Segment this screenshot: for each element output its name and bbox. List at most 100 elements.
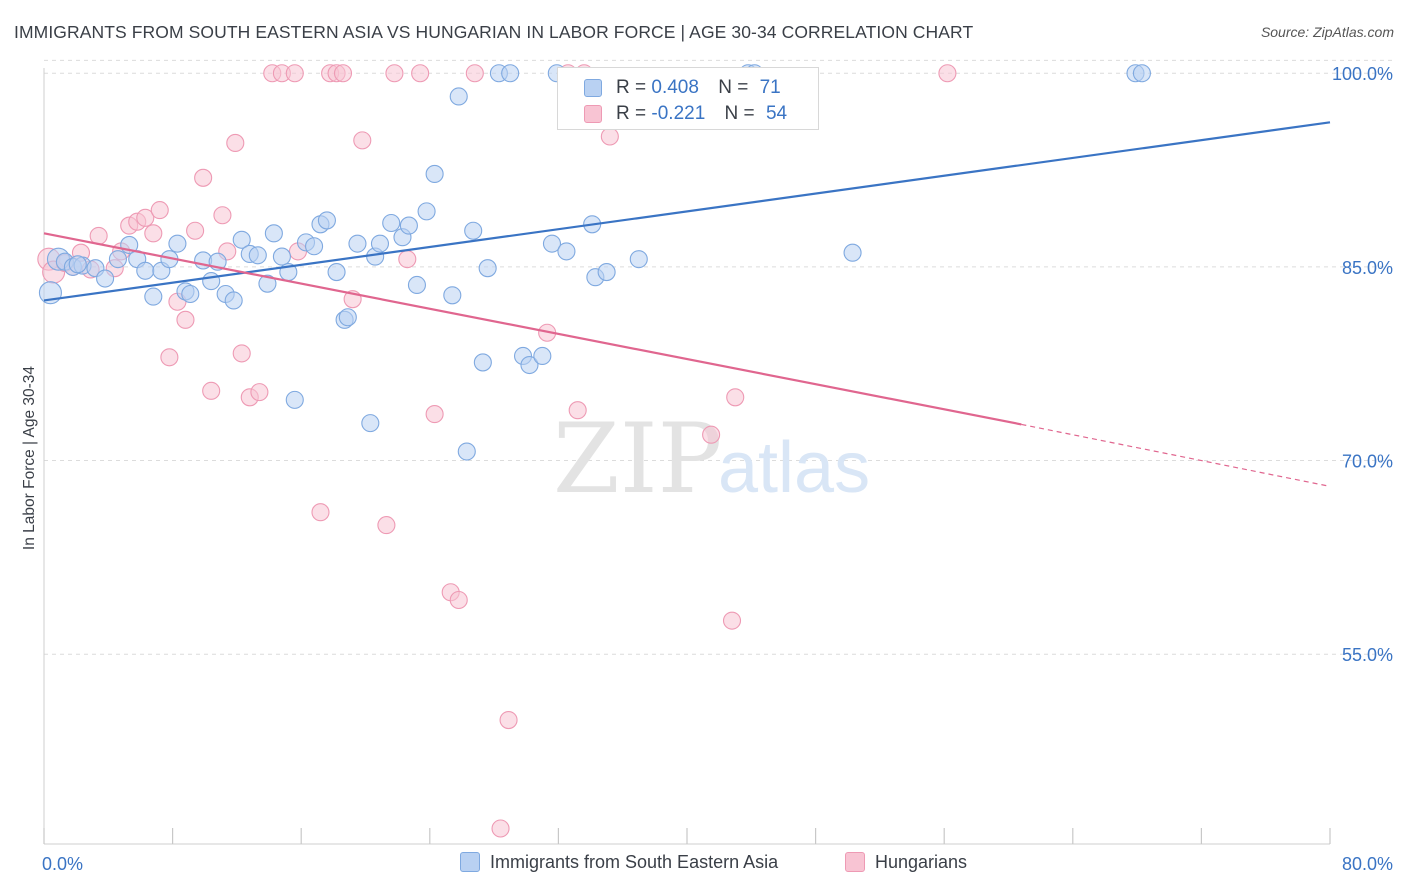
hungarians-point [333, 64, 353, 83]
sea-immigrants-point [501, 64, 520, 83]
sea-immigrants-point [597, 263, 616, 282]
hungarians-point [285, 64, 304, 83]
bottom-legend-label-pink: Hungarians [875, 852, 968, 872]
watermark-atlas: atlas [718, 428, 870, 508]
hungarians-point [202, 381, 221, 400]
correlation-legend: R = 0.408 N = 71 R = -0.221 N = 54 [557, 67, 819, 130]
legend-r-value: -0.221 [651, 103, 706, 124]
hungarians-point [499, 711, 518, 730]
hungarians-point [702, 425, 721, 444]
hungarians-point [385, 64, 404, 83]
tick-labels: 55.0% 70.0% 85.0% 100.0% 0.0% 80.0% [42, 64, 1393, 874]
sea-immigrants-point [361, 414, 380, 433]
axes [43, 68, 1331, 845]
y-tick-label: 100.0% [1332, 64, 1393, 84]
sea-immigrants-point [136, 261, 155, 280]
sea-immigrants-point [317, 211, 336, 230]
sea-immigrants-point [327, 263, 346, 282]
chart-title: IMMIGRANTS FROM SOUTH EASTERN ASIA VS HU… [14, 22, 974, 42]
sea-immigrants-point [338, 308, 357, 327]
hungarians-point [136, 208, 155, 227]
sea-immigrants-point [533, 346, 552, 366]
hungarians-point [160, 348, 179, 367]
hungarians-point [250, 383, 269, 402]
x-tick-label: 0.0% [42, 854, 83, 874]
sea-immigrants-point [1132, 64, 1151, 83]
sea-immigrants-point [843, 243, 862, 262]
sea-immigrants-point [272, 247, 291, 266]
sea-immigrants-point [443, 286, 462, 305]
sea-immigrants-point [557, 242, 576, 261]
bottom-legend-sea: Immigrants from South Eastern Asia [460, 852, 778, 873]
sea-immigrants-point [370, 234, 390, 253]
sea-immigrants-point [285, 390, 304, 409]
sea-immigrants-point [68, 255, 87, 274]
y-tick-label: 85.0% [1342, 258, 1393, 278]
trend-lines [43, 121, 1331, 487]
sea-immigrants-point [108, 250, 127, 269]
sea-immigrants-point [248, 246, 267, 265]
bottom-legend-hungarians: Hungarians [845, 852, 967, 873]
hungarians-point [232, 344, 251, 363]
sea-immigrants-point [473, 353, 492, 372]
y-axis-label: In Labor Force | Age 30-34 [21, 365, 38, 551]
watermark: ZIP atlas [553, 403, 870, 515]
sea-immigrants-point [478, 259, 497, 278]
legend-swatch-blue [584, 79, 602, 97]
sea-immigrants-point [202, 272, 221, 291]
sea-immigrants-point [96, 269, 115, 288]
sea-immigrants-point [464, 221, 483, 240]
hungarians-point [465, 64, 484, 83]
sea-immigrants-point [425, 164, 444, 183]
sea-immigrants-point [168, 234, 187, 253]
hungarians-point [150, 201, 169, 220]
hungarians-point [600, 127, 619, 146]
sea-immigrants-point [542, 234, 562, 253]
legend-n-value: 54 [765, 103, 788, 124]
sea-immigrants-point [258, 274, 277, 293]
hungarians-trend-line [43, 232, 1022, 426]
hungarians-point [938, 64, 957, 83]
legend-n-value: 71 [759, 77, 781, 98]
legend-n-label: N = [718, 77, 749, 98]
hungarians-point [377, 516, 396, 535]
legend-r-label: R = [616, 77, 647, 98]
hungarians-point [176, 310, 195, 329]
legend-n-label: N = [724, 103, 755, 124]
hungarians-point [726, 388, 745, 407]
legend-row-blue: R = 0.408 N = 71 [584, 77, 781, 99]
hungarians-point [144, 224, 163, 243]
legend-r-label: R = [616, 103, 647, 124]
hungarians-point [311, 503, 330, 522]
sea-immigrants-point [264, 224, 283, 243]
hungarians-trend-extension [1021, 423, 1331, 487]
legend-r-value: 0.408 [651, 77, 699, 98]
hungarians-point [398, 250, 417, 269]
sea-immigrants-point [305, 237, 324, 256]
hungarians-point [226, 133, 245, 153]
hungarians-point [449, 590, 468, 610]
hungarians-point [353, 131, 372, 150]
sea-immigrants-point [520, 355, 539, 375]
hungarians-point [568, 401, 587, 420]
sea-immigrants-point [407, 275, 426, 295]
sea-immigrants-point [144, 287, 163, 306]
hungarians-point [194, 168, 213, 187]
hungarians-point [425, 405, 444, 424]
sea-immigrants-point [181, 284, 200, 304]
sea-immigrants-point [457, 442, 476, 461]
sea-immigrants-point [449, 87, 468, 106]
bottom-legend-label-blue: Immigrants from South Eastern Asia [490, 852, 779, 872]
sea-immigrants-point [348, 234, 367, 253]
sea-immigrants-point [382, 213, 401, 233]
y-tick-label: 55.0% [1342, 645, 1393, 665]
sea-immigrants-point [232, 230, 251, 249]
source-credit: Source: ZipAtlas.com [1260, 24, 1394, 40]
watermark-zip: ZIP [553, 403, 722, 515]
x-tick-label: 80.0% [1342, 854, 1393, 874]
legend-row-pink: R = -0.221 N = 54 [584, 103, 787, 125]
sea-immigrants-trend-line [43, 121, 1331, 302]
y-tick-label: 70.0% [1342, 452, 1393, 472]
hungarians-point [411, 64, 430, 83]
